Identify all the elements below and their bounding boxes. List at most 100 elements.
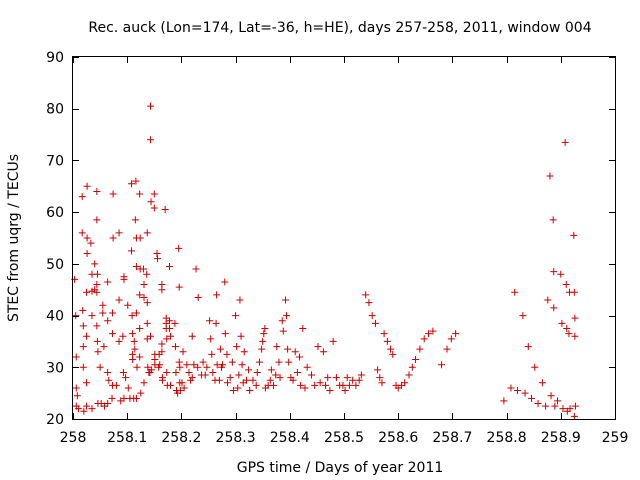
- data-point: [531, 363, 539, 371]
- data-point: [131, 216, 139, 224]
- y-tick-label: 80: [46, 102, 64, 118]
- data-point: [551, 402, 559, 410]
- data-point: [109, 330, 117, 338]
- data-point: [129, 356, 137, 364]
- data-point: [72, 353, 80, 361]
- y-axis-label: STEC from uqrg / TECUs: [6, 154, 22, 322]
- data-point: [153, 250, 161, 258]
- data-point: [150, 204, 158, 212]
- data-point: [549, 216, 557, 224]
- data-point: [158, 348, 166, 356]
- data-point: [104, 278, 112, 286]
- data-point: [339, 381, 347, 389]
- data-point: [299, 325, 307, 332]
- data-point: [79, 322, 87, 330]
- data-point: [216, 345, 224, 353]
- data-point: [219, 361, 227, 369]
- data-point: [194, 363, 202, 371]
- data-point: [519, 312, 527, 320]
- data-point: [128, 312, 136, 320]
- data-point: [99, 301, 107, 309]
- data-point: [524, 343, 532, 351]
- data-point: [108, 394, 116, 402]
- data-point: [93, 337, 101, 345]
- data-point: [570, 231, 578, 239]
- data-point: [185, 368, 193, 376]
- data-point: [171, 343, 179, 351]
- data-point: [343, 374, 351, 382]
- data-point: [420, 335, 428, 343]
- data-point: [314, 343, 322, 351]
- data-point: [203, 363, 211, 371]
- data-point: [429, 327, 437, 335]
- data-point: [143, 299, 151, 307]
- data-point: [147, 102, 155, 110]
- y-tick-label: 50: [46, 257, 64, 273]
- data-point: [233, 343, 241, 351]
- data-point: [259, 337, 267, 345]
- data-point: [109, 190, 117, 198]
- data-point: [229, 387, 237, 395]
- data-point: [105, 376, 113, 384]
- data-point: [542, 402, 550, 410]
- data-point: [291, 348, 299, 356]
- data-point: [171, 319, 179, 327]
- y-tick-label: 90: [46, 50, 64, 66]
- data-point: [115, 229, 123, 237]
- data-point: [94, 348, 102, 356]
- data-point: [73, 392, 81, 400]
- data-point: [150, 190, 158, 198]
- x-tick-label: 258.3: [216, 430, 256, 446]
- data-point: [261, 325, 269, 332]
- data-point: [365, 299, 373, 307]
- data-point: [316, 379, 324, 387]
- data-point: [109, 309, 117, 317]
- data-point: [190, 361, 198, 369]
- data-point: [362, 291, 370, 299]
- data-point: [416, 345, 424, 353]
- data-points: [71, 102, 579, 420]
- data-point: [209, 368, 217, 376]
- data-point: [554, 397, 562, 405]
- data-point: [387, 345, 395, 353]
- data-point: [303, 363, 311, 371]
- data-point: [83, 250, 91, 258]
- data-point: [368, 312, 376, 320]
- data-point: [570, 288, 578, 296]
- x-axis-label: GPS time / Days of year 2011: [237, 460, 444, 476]
- data-point: [258, 345, 266, 353]
- data-point: [143, 270, 151, 278]
- data-point: [284, 345, 292, 353]
- data-point: [401, 379, 409, 387]
- data-point: [120, 275, 128, 283]
- data-point: [538, 379, 546, 387]
- y-tick-label: 20: [46, 412, 64, 428]
- data-point: [87, 239, 95, 247]
- data-point: [175, 283, 183, 291]
- x-tick-label: 258.8: [487, 430, 527, 446]
- data-point: [345, 381, 353, 389]
- plot-frame: [72, 56, 616, 420]
- data-point: [192, 265, 200, 273]
- data-point: [255, 358, 263, 366]
- data-point: [245, 366, 253, 374]
- data-point: [93, 288, 101, 296]
- data-point: [104, 317, 112, 325]
- data-point: [565, 330, 573, 338]
- x-tick-label: 258.4: [270, 430, 310, 446]
- data-point: [124, 384, 132, 392]
- data-point: [571, 402, 579, 410]
- data-point: [301, 384, 309, 392]
- data-point: [199, 358, 207, 366]
- data-point: [234, 384, 242, 392]
- data-point: [119, 332, 127, 340]
- data-point: [380, 330, 388, 338]
- data-point: [352, 381, 360, 389]
- y-tick-label: 70: [46, 153, 64, 169]
- data-point: [236, 296, 244, 304]
- data-point: [253, 368, 261, 376]
- data-point: [158, 376, 166, 384]
- data-point: [140, 293, 148, 301]
- data-point: [405, 371, 413, 379]
- data-point: [179, 348, 187, 356]
